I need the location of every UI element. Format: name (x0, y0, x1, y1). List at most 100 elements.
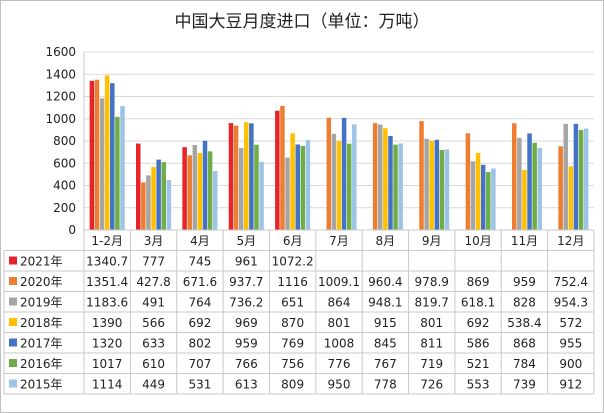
table-cell: 1390 (92, 316, 123, 330)
bar-2021年-6月 (275, 110, 280, 230)
table-cell: 802 (188, 337, 211, 351)
bar-2018年-12月 (568, 166, 574, 230)
x-tick-label: 7月 (329, 234, 349, 248)
table-cell: 801 (328, 316, 351, 330)
bars (89, 75, 589, 231)
table-cell: 538.4 (507, 316, 541, 330)
table-cell: 915 (374, 316, 397, 330)
table-cell: 633 (142, 337, 165, 351)
bar-2021年-5月 (228, 123, 234, 230)
table-cell: 521 (467, 357, 490, 371)
table-cell: 777 (142, 255, 165, 269)
table-cell: 869 (467, 275, 490, 289)
bar-2020年-10月 (465, 133, 471, 230)
bar-2020年-5月 (233, 125, 239, 230)
table-cell: 870 (281, 316, 304, 330)
table-cell: 948.1 (368, 296, 402, 310)
bar-2017年-8月 (388, 135, 393, 230)
legend-swatch (9, 379, 17, 388)
legend-swatch (9, 338, 17, 347)
table-cell: 531 (188, 378, 211, 392)
y-tick-label: 800 (53, 134, 76, 148)
bar-2018年-8月 (383, 128, 388, 230)
table-cell: 692 (467, 316, 490, 330)
bar-2019年-12月 (563, 123, 568, 230)
bar-2018年-6月 (290, 133, 295, 230)
table-cell: 1183.6 (86, 296, 128, 310)
table-cell: 553 (467, 378, 490, 392)
bar-2018年-3月 (151, 167, 156, 230)
bar-2020年-11月 (512, 123, 517, 230)
legend-label: 2019年 (20, 296, 63, 310)
table-cell: 739 (513, 378, 536, 392)
table-cell: 769 (281, 337, 304, 351)
bar-2018年-5月 (244, 122, 249, 230)
bar-2016年-12月 (578, 129, 584, 231)
table-cell: 900 (559, 357, 582, 371)
table-cell: 1072.2 (272, 255, 314, 269)
table-cell: 801 (420, 316, 443, 330)
bar-2021年-3月 (136, 143, 141, 230)
table-cell: 969 (235, 316, 258, 330)
table-cell: 959 (235, 337, 258, 351)
bar-2016年-8月 (393, 144, 398, 230)
bar-2016年-3月 (161, 162, 166, 230)
table-cell: 449 (142, 378, 165, 392)
bar-2019年-11月 (517, 137, 522, 230)
table-cell: 819.7 (415, 296, 449, 310)
bar-2019年-3月 (146, 175, 151, 230)
bar-2015年-3月 (166, 180, 172, 230)
table-cell: 784 (513, 357, 536, 371)
bar-2019年-10月 (470, 161, 476, 230)
table-cell: 960.4 (368, 275, 402, 289)
y-tick-label: 400 (53, 179, 76, 193)
y-tick-label: 0 (68, 223, 76, 237)
table-cell: 736.2 (229, 296, 263, 310)
bar-2016年-10月 (486, 172, 491, 230)
table-cell: 692 (188, 316, 211, 330)
legend-label: 2020年 (20, 275, 63, 289)
table-cell: 778 (374, 378, 397, 392)
x-tick-label: 3月 (144, 234, 164, 248)
table-cell: 671.6 (183, 275, 217, 289)
table-cell: 955 (559, 337, 582, 351)
table-cell: 719 (420, 357, 443, 371)
bar-2019年-9月 (424, 138, 429, 230)
x-tick-label: 11月 (511, 234, 538, 248)
table-cell: 1009.1 (318, 275, 360, 289)
bar-2018年-11月 (522, 170, 527, 230)
bar-2017年-6月 (295, 144, 300, 230)
x-tick-label: 9月 (422, 234, 442, 248)
x-tick-label: 12月 (557, 234, 584, 248)
bar-2017年-7月 (341, 117, 347, 230)
table-cell: 707 (188, 357, 211, 371)
bar-2017年-3月 (156, 159, 161, 230)
bar-2020年-7月 (326, 117, 332, 230)
legend-label: 2018年 (20, 316, 63, 330)
table-cell: 491 (142, 296, 165, 310)
y-tick-label: 1600 (45, 45, 76, 59)
table-cell: 912 (559, 378, 582, 392)
table-cell: 809 (281, 378, 304, 392)
bar-2018年-4月 (197, 153, 203, 230)
table-cell: 950 (328, 378, 351, 392)
x-tick-label: 1-2月 (91, 234, 123, 248)
bar-2017年-12月 (573, 123, 579, 230)
table-cell: 756 (281, 357, 304, 371)
bar-2020年-6月 (280, 105, 285, 230)
bar-2018年-9月 (429, 140, 434, 230)
bar-2017年-4月 (202, 140, 208, 230)
table-cell: 572 (559, 316, 582, 330)
table-cell: 427.8 (136, 275, 170, 289)
bar-2020年-3月 (141, 182, 146, 230)
legend-label: 2015年 (20, 378, 63, 392)
table-cell: 961 (235, 255, 258, 269)
chart-title: 中国大豆月度进口（单位：万吨） (175, 12, 430, 32)
table-cell: 651 (281, 296, 304, 310)
bar-2015年-8月 (398, 143, 403, 230)
table-cell: 1017 (92, 357, 123, 371)
table-cell: 954.3 (554, 296, 588, 310)
table-cell: 766 (235, 357, 258, 371)
y-tick-label: 1200 (45, 90, 76, 104)
